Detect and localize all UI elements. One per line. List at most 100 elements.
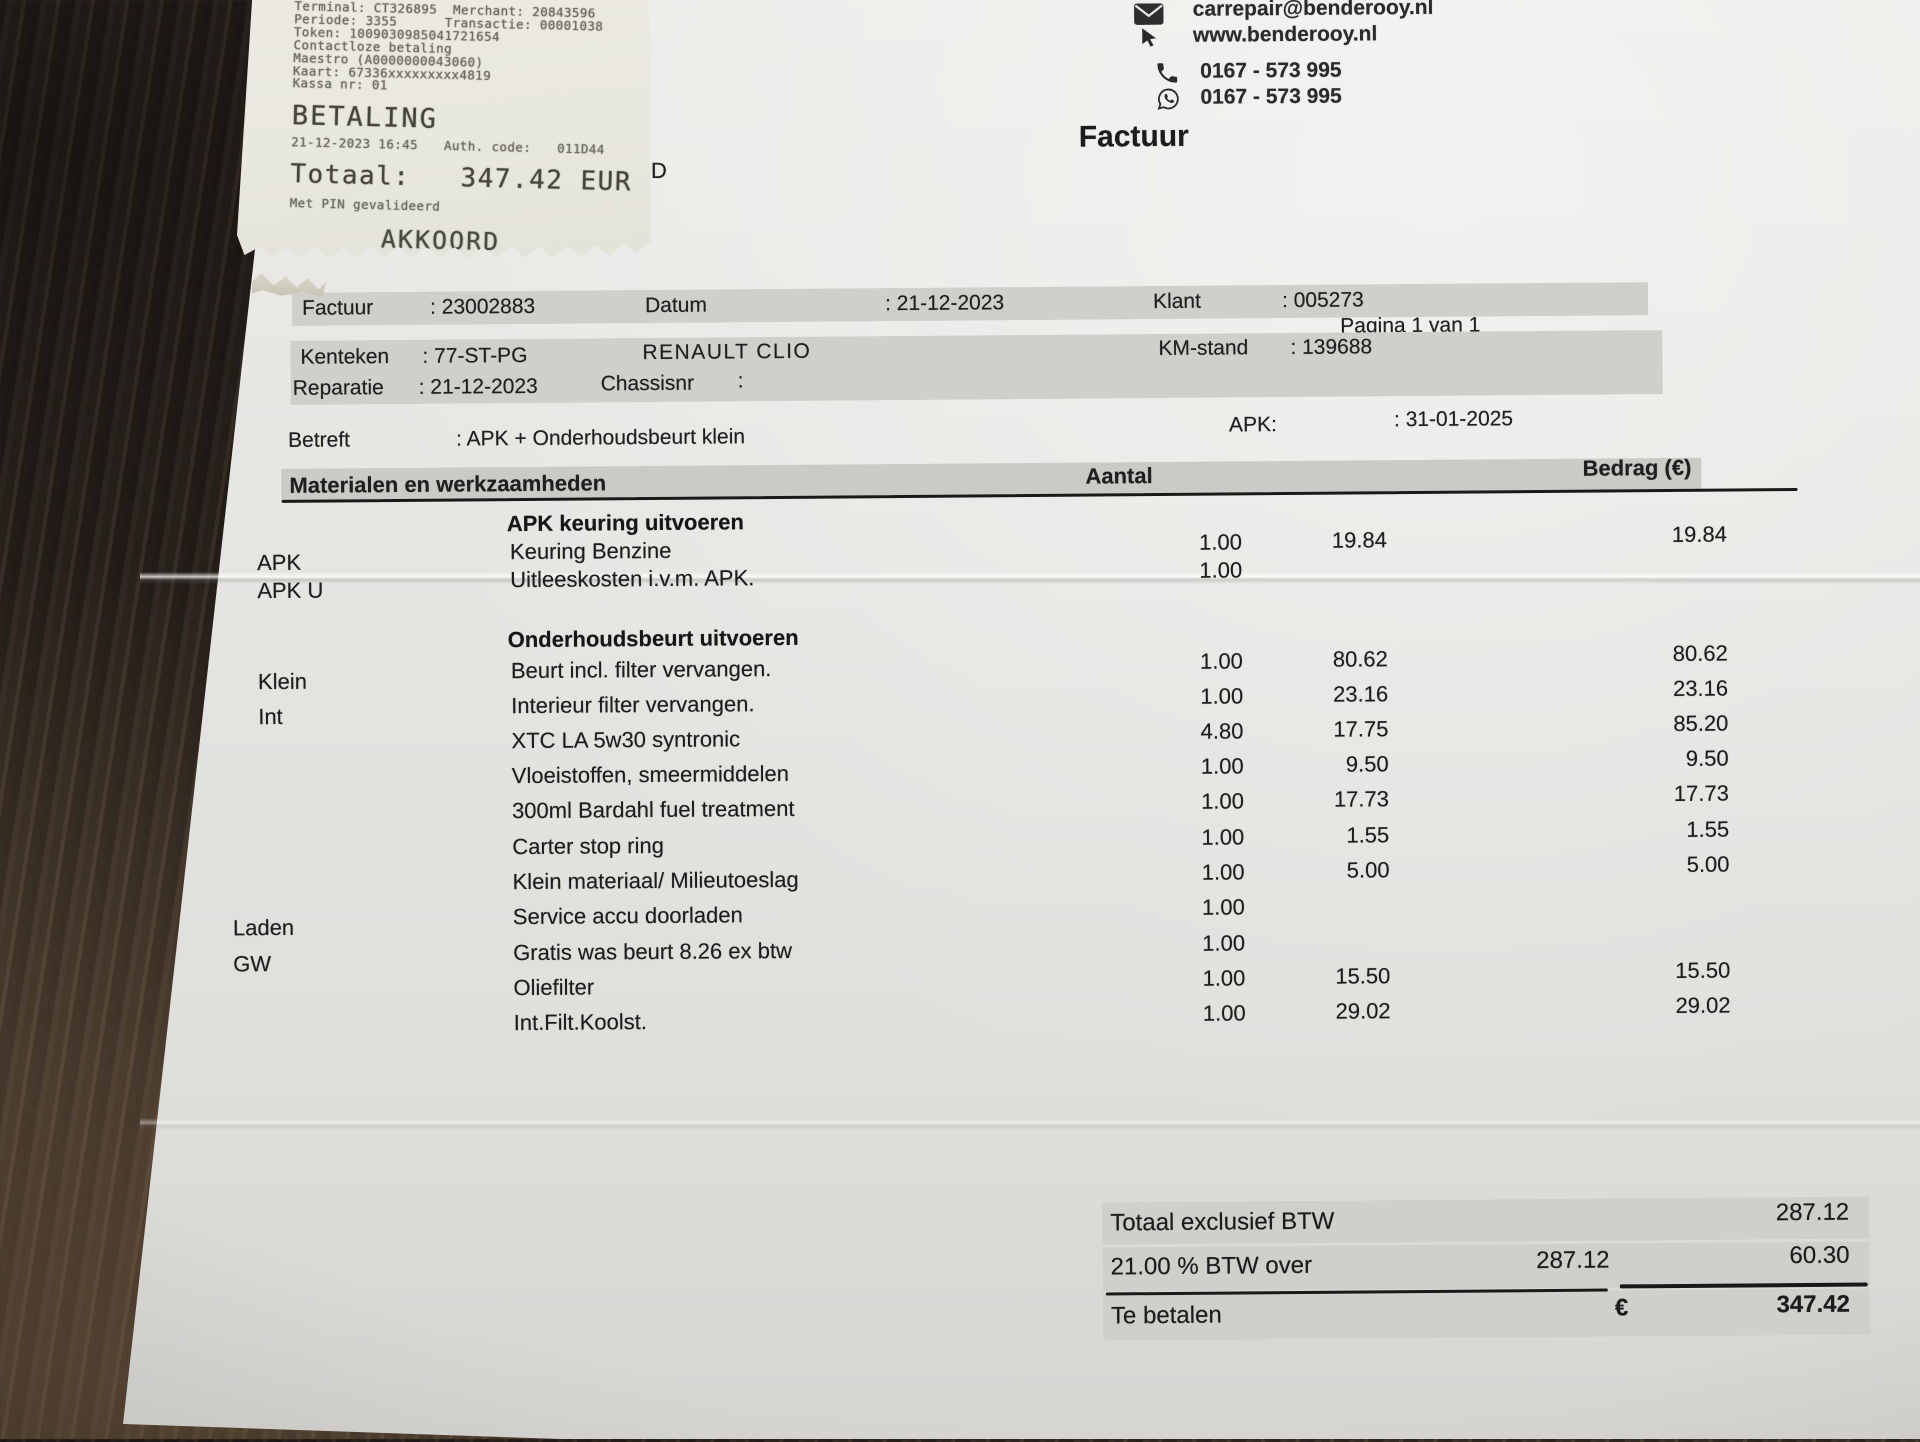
apk-label: APK: <box>1228 413 1277 437</box>
kmstand-value: : 139688 <box>1290 335 1373 360</box>
table-row: Carter stop ring 1.00 1.55 1.55 <box>204 817 1749 866</box>
item-description: Int.Filt.Koolst. <box>513 1009 648 1036</box>
item-unit-price: 80.62 <box>1332 646 1388 672</box>
item-unit-price: 15.50 <box>1335 963 1391 989</box>
factuur-number: : 23002883 <box>429 294 536 319</box>
cursor-icon <box>1139 27 1161 54</box>
total-excl-btw-value: 287.12 <box>1775 1198 1850 1227</box>
item-quantity: 1.00 <box>1199 648 1243 674</box>
item-unit-price: 5.00 <box>1346 857 1390 883</box>
item-quantity: 1.00 <box>1201 859 1245 885</box>
item-description: 300ml Bardahl fuel treatment <box>511 795 795 824</box>
item-unit-price: 23.16 <box>1332 681 1389 707</box>
totals-underline <box>1619 1282 1868 1289</box>
btw-amount-value: 60.30 <box>1789 1241 1850 1270</box>
item-unit-price: 17.73 <box>1333 786 1390 812</box>
whatsapp-number: 0167 - 573 995 <box>1200 84 1342 109</box>
item-description: Carter stop ring <box>512 832 665 860</box>
chassis-value: : <box>737 369 744 393</box>
item-description: Keuring Benzine <box>509 537 672 565</box>
item-quantity: 1.00 <box>1200 683 1244 709</box>
table-row: Klein Beurt incl. filter vervangen. 1.00… <box>203 641 1748 695</box>
item-code: Laden <box>232 914 295 941</box>
receipt-total-label: Totaal: <box>290 159 411 193</box>
item-amount: 15.50 <box>1675 957 1731 984</box>
vehicle-model: RENAULT CLIO <box>642 339 812 365</box>
column-header-aantal: Aantal <box>1085 463 1153 489</box>
item-code: APK U <box>257 577 324 604</box>
item-description: Interieur filter vervangen. <box>511 691 755 719</box>
item-amount: 85.20 <box>1673 710 1729 737</box>
kenteken-value: : 77-ST-PG <box>422 344 528 368</box>
item-amount: 29.02 <box>1675 992 1731 1019</box>
klant-number: : 005273 <box>1281 288 1364 313</box>
partial-hidden-letter: D <box>650 157 667 184</box>
item-unit-price <box>1245 928 1390 929</box>
table-row: Int Interieur filter vervangen. 1.00 23.… <box>203 676 1748 730</box>
table-row: Int.Filt.Koolst. 1.00 29.02 29.02 <box>206 993 1751 1042</box>
table-row: Klein materiaal/ Milieutoeslag 1.00 5.00… <box>204 852 1749 901</box>
item-unit-price: 29.02 <box>1335 998 1391 1024</box>
item-description: Uitleeskosten i.v.m. APK. <box>510 565 755 593</box>
reparatie-label: Reparatie <box>292 376 384 400</box>
phone-icon <box>1154 60 1180 91</box>
item-description: Oliefilter <box>513 974 595 1001</box>
currency-symbol: € <box>1614 1294 1629 1322</box>
table-row: 300ml Bardahl fuel treatment 1.00 17.73 … <box>204 781 1749 830</box>
item-quantity: 1.00 <box>1201 894 1245 920</box>
whatsapp-icon <box>1156 87 1180 116</box>
item-quantity: 1.00 <box>1199 557 1243 583</box>
phone-number: 0167 - 573 995 <box>1200 58 1342 83</box>
receipt-pin-note: Met PIN gevalideerd <box>289 195 441 215</box>
datum-value: : 21-12-2023 <box>884 291 1005 316</box>
receipt-datetime: 21-12-2023 16:45 <box>291 134 419 153</box>
item-code: Klein <box>257 668 308 695</box>
item-code: Int <box>258 703 283 730</box>
column-header-bedrag: Bedrag (€) <box>1582 454 1692 481</box>
btw-label: 21.00 % BTW over <box>1110 1251 1313 1281</box>
item-amount: 1.55 <box>1686 816 1730 842</box>
item-amount: 5.00 <box>1686 851 1730 877</box>
betreft-label: Betreft <box>288 428 351 452</box>
envelope-icon <box>1133 2 1165 31</box>
group-title: Onderhoudsbeurt uitvoeren <box>507 624 799 653</box>
item-unit-price: 1.55 <box>1346 822 1390 848</box>
item-amount: 23.16 <box>1672 675 1729 702</box>
receipt-auth-code: 011D44 <box>556 140 605 158</box>
item-quantity: 1.00 <box>1202 930 1246 956</box>
group-title: APK keuring uitvoeren <box>506 509 745 537</box>
receipt-auth-label: Auth. code: <box>443 138 532 156</box>
receipt-total-value: 347.42 EUR <box>460 163 633 198</box>
column-header-materials: Materialen en werkzaamheden <box>289 470 607 498</box>
receipt-betaling-title: BETALING <box>291 100 439 136</box>
table-row: GW Gratis was beurt 8.26 ex btw 1.00 <box>205 928 1750 976</box>
item-unit-price: 19.84 <box>1331 527 1388 553</box>
item-description: Beurt incl. filter vervangen. <box>510 656 772 684</box>
item-quantity: 1.00 <box>1201 788 1245 814</box>
reparatie-value: : 21-12-2023 <box>418 374 538 399</box>
item-quantity: 1.00 <box>1202 1000 1246 1026</box>
item-quantity: 1.00 <box>1200 753 1244 779</box>
te-betalen-label: Te betalen <box>1110 1301 1222 1330</box>
item-description: Gratis was beurt 8.26 ex btw <box>513 937 793 966</box>
item-unit-price: 9.50 <box>1345 751 1389 777</box>
item-amount: 9.50 <box>1685 745 1729 771</box>
website-url: www.benderooy.nl <box>1192 22 1378 47</box>
item-quantity: 4.80 <box>1200 718 1244 744</box>
item-amount: 80.62 <box>1672 640 1728 667</box>
page-title: Factuur <box>1078 119 1189 154</box>
item-description: Vloeistoffen, smeermiddelen <box>511 760 790 789</box>
item-description: Klein materiaal/ Milieutoeslag <box>512 866 799 895</box>
chassis-label: Chassisnr <box>600 371 695 396</box>
item-amount: 19.84 <box>1671 521 1727 548</box>
table-row: Laden Service accu doorladen 1.00 <box>205 894 1750 940</box>
total-excl-btw-label: Totaal exclusief BTW <box>1110 1207 1335 1237</box>
table-row: Oliefilter 1.00 15.50 15.50 <box>205 958 1750 1007</box>
item-code: GW <box>233 951 272 977</box>
klant-label: Klant <box>1152 289 1201 314</box>
datum-label: Datum <box>644 293 707 318</box>
betreft-value: : APK + Onderhoudsbeurt klein <box>456 425 746 451</box>
item-quantity: 1.00 <box>1199 529 1243 555</box>
item-quantity: 1.00 <box>1202 965 1246 991</box>
